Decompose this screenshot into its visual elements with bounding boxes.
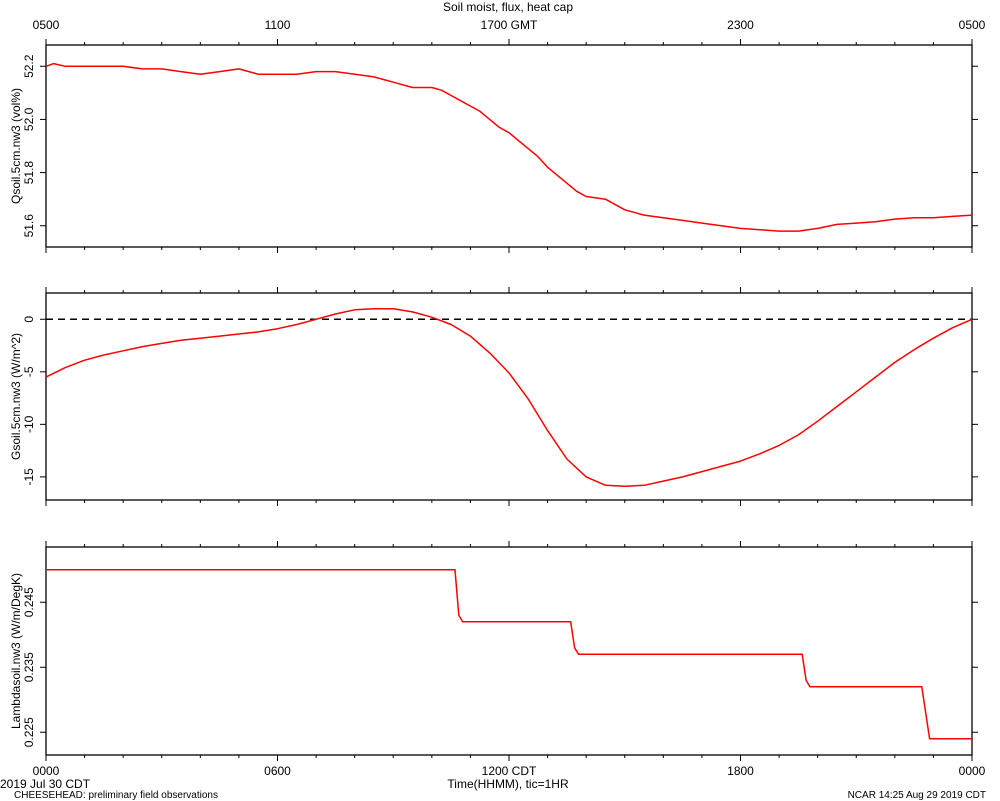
bottom-x-tick-label: 1800 — [727, 764, 754, 778]
top-x-tick-label: 0500 — [959, 18, 986, 32]
footer-left: CHEESEHEAD: preliminary field observatio… — [14, 790, 218, 801]
panel-frame — [45, 44, 973, 248]
y-tick-label: -15 — [22, 468, 36, 486]
panel-2: -15 -10 -5 0 Gsoil.5cm.nw3 (W/m^2) — [9, 287, 978, 506]
y-tick-label: 52.2 — [22, 54, 36, 78]
top-x-tick-label: 1100 — [265, 18, 291, 32]
y-tick-label: 0.245 — [22, 587, 36, 617]
top-x-tick-label: 2300 — [727, 18, 754, 32]
panel-1: 51.6 51.8 52.0 52.2 Qsoil.5cm.nw3 (vol%) — [9, 39, 978, 253]
date-label: 2019 Jul 30 CDT — [0, 777, 91, 791]
series-line — [45, 62, 973, 232]
bottom-x-tick-label: 0600 — [264, 764, 291, 778]
y-axis-label: Lambdasoil.nw3 (W/m/DegK) — [9, 573, 23, 729]
y-tick-label: 0 — [22, 316, 36, 323]
series-line — [46, 569, 972, 740]
top-x-tick-label: 0500 — [33, 18, 60, 32]
y-tick-label: 52.0 — [22, 107, 36, 131]
bottom-x-tick-label: 0000 — [33, 764, 60, 778]
series-line — [45, 308, 973, 488]
footer-right: NCAR 14:25 Aug 29 2019 CDT — [847, 790, 986, 801]
chart-title: Soil moist, flux, heat cap — [442, 0, 574, 14]
top-x-tick-label: 1700 GMT — [481, 18, 538, 32]
panel-frame — [45, 546, 973, 756]
y-tick-label: 51.8 — [22, 161, 36, 185]
y-tick-label: 0.225 — [22, 717, 36, 747]
bottom-x-tick-label: 0000 — [959, 764, 986, 778]
y-axis-label: Gsoil.5cm.nw3 (W/m^2) — [9, 333, 23, 460]
x-axis-label: Time(HHMM), tic=1HR — [447, 777, 569, 791]
y-tick-label: 51.6 — [22, 214, 36, 238]
y-tick-label: -5 — [22, 366, 36, 377]
y-tick-label: 0.235 — [22, 652, 36, 682]
y-tick-label: -10 — [22, 415, 36, 433]
bottom-x-tick-label: 1200 CDT — [482, 764, 537, 778]
panel-frame — [45, 292, 973, 501]
y-axis-label: Qsoil.5cm.nw3 (vol%) — [9, 88, 23, 204]
